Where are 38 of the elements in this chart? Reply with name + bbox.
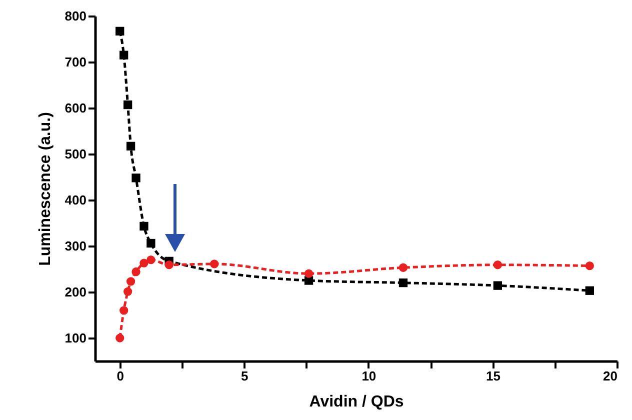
y-tick-label: 400 [64,192,86,208]
x-tick-label: 15 [486,368,500,384]
point [123,100,132,110]
y-tick-label: 200 [64,284,86,300]
y-tick-label: 100 [64,330,86,346]
point [164,260,174,270]
y-tick-label: 800 [64,8,86,24]
point [493,260,502,270]
point [585,261,594,270]
point [116,334,124,342]
point [126,142,136,151]
y-tick-label: 300 [64,238,86,254]
point [126,277,136,286]
point [120,50,128,60]
point [132,267,140,276]
point [585,286,594,295]
point [398,263,408,272]
point [493,281,502,290]
x-tick-label: 5 [241,368,248,384]
point [116,26,124,36]
point [304,269,314,278]
y-tick-label: 700 [64,54,86,70]
y-axis-title: Luminescence (a.u.) [36,112,54,266]
point [146,238,156,248]
x-tick-label: 10 [362,368,376,384]
point [398,278,408,288]
x-tick-label: 0 [116,368,124,384]
point [146,255,156,264]
point [210,260,219,268]
y-tick-label: 500 [64,146,86,162]
y-tick-label: 600 [64,100,86,116]
point [140,222,148,231]
point [120,306,128,315]
point [140,258,148,268]
point [123,287,132,296]
x-axis-title: Avidin / QDs [309,394,404,410]
x-tick-label: 20 [603,368,618,384]
point [132,174,140,182]
